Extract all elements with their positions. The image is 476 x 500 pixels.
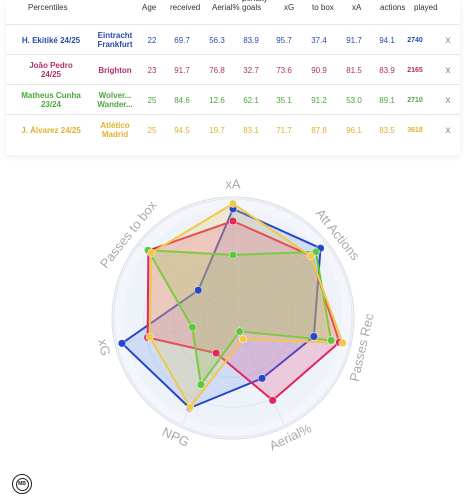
data-point (239, 335, 248, 344)
data-point (194, 286, 203, 295)
data-point (196, 380, 205, 389)
data-point (235, 327, 244, 336)
stat-value: 95.7 (276, 35, 292, 45)
stat-value: 84.6 (174, 95, 190, 105)
stat-value: 96.1 (346, 125, 362, 135)
stat-value: 94.1 (379, 35, 395, 45)
stat-value: 3618 (407, 126, 423, 134)
data-point (212, 349, 221, 358)
stat-value: 69.7 (174, 35, 190, 45)
axis-label: xA (225, 176, 241, 191)
stat-value: 12.6 (209, 95, 225, 105)
series-polygon (147, 249, 333, 386)
data-point (258, 374, 267, 383)
data-point (228, 216, 238, 226)
player-name[interactable]: H. Ekitiké 24/25 (21, 35, 81, 45)
team-name: Wolver... Wander... (97, 91, 133, 109)
axis-label: xG (95, 338, 113, 358)
logo-text: MB (15, 477, 29, 491)
remove-row-icon[interactable]: x (445, 124, 451, 136)
stat-value: 83.5 (379, 125, 395, 135)
data-point (117, 339, 127, 348)
radar-chart: xA Att Actions Passes Rec Aerial% NPG xG Passe… (0, 170, 476, 470)
stat-value: 35.1 (276, 95, 292, 105)
series-polygon (148, 202, 344, 409)
team-name: Brighton (98, 65, 132, 75)
stat-value: 19.7 (209, 125, 225, 135)
stat-value: 2710 (407, 96, 423, 104)
radar-spoke (116, 317, 234, 345)
data-point (268, 396, 277, 405)
stat-value: 25 (147, 95, 157, 105)
player-name[interactable]: João Pedro 24/25 (29, 61, 73, 79)
data-point (147, 248, 156, 257)
team-name: Eintracht Frankfurt (97, 31, 133, 49)
stat-value: 91.7 (174, 65, 190, 75)
player-name[interactable]: Matheus Cunha 23/24 (21, 91, 81, 109)
stat-value: 37.4 (311, 35, 327, 45)
stat-value: 76.8 (209, 65, 225, 75)
stat-value: 23 (147, 65, 157, 75)
team-name: Atlético Madrid (100, 121, 130, 139)
data-point (186, 403, 195, 412)
data-point (228, 250, 238, 259)
remove-row-icon[interactable]: x (445, 94, 451, 106)
series-polygon (121, 207, 322, 409)
player-name[interactable]: J. Álvarez 24/25 (21, 125, 81, 135)
radar-spoke (139, 243, 234, 319)
stat-value: 90.9 (311, 65, 327, 75)
stat-value: 62.1 (243, 95, 259, 105)
stat-value: 32.7 (243, 65, 259, 75)
data-point (327, 336, 336, 345)
stat-value: 2165 (407, 66, 423, 74)
stat-value: 56.3 (209, 35, 225, 45)
table-row: Matheus Cunha 23/24 Wolver... Wander... 25 84… (6, 84, 460, 115)
table-row: João Pedro 24/25 Brighton 23 91.7 76.8 32.7 73.… (6, 54, 460, 85)
mb-logo-icon: MB (12, 474, 32, 494)
table-row: J. Álvarez 24/25 Atlético Madrid 25 94.5 19.7… (6, 114, 460, 145)
stat-value: 87.8 (311, 125, 327, 135)
stat-value: 81.5 (346, 65, 362, 75)
stat-value: 89.1 (379, 95, 395, 105)
data-point (309, 332, 318, 341)
data-point (228, 199, 238, 208)
stat-value: 71.7 (276, 125, 292, 135)
stat-value: 25 (147, 125, 157, 135)
table-row: H. Ekitiké 24/25 Eintracht Frankfurt 22 69.7… (6, 24, 460, 55)
data-point (306, 251, 315, 261)
remove-row-icon[interactable]: x (445, 34, 451, 46)
stat-value: 73.6 (276, 65, 292, 75)
stat-value: 91.7 (346, 35, 362, 45)
stat-value: 2740 (407, 36, 423, 44)
remove-row-icon[interactable]: x (445, 64, 451, 76)
stat-value: 83.9 (379, 65, 395, 75)
data-point (188, 323, 197, 332)
data-point (145, 332, 154, 342)
stat-value: 53.0 (346, 95, 362, 105)
stat-value: 94.5 (174, 125, 190, 135)
comparison-table: PercentilesAgereceivedAerial%penaltygoal… (6, 0, 460, 155)
stat-value: 22 (147, 35, 157, 45)
data-point (338, 338, 347, 348)
stat-value: 83.1 (243, 125, 259, 135)
stat-value: 83.9 (243, 35, 259, 45)
stat-value: 91.2 (311, 95, 327, 105)
